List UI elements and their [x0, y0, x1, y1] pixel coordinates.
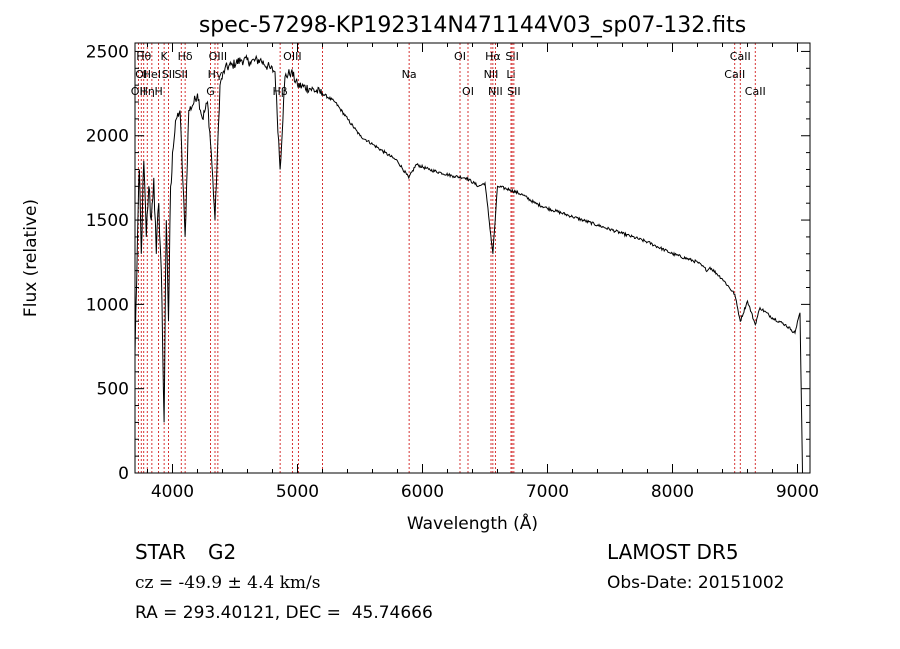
- redshift-velocity: cz = -49.9 ± 4.4 km/s: [135, 573, 321, 593]
- line-marker-label: CaII: [724, 68, 745, 81]
- y-tick-label: 2500: [86, 42, 129, 62]
- x-tick-label: 4000: [151, 482, 194, 502]
- y-tick-label: 1500: [86, 211, 129, 231]
- spectrum-line: [134, 54, 803, 474]
- plot-frame: [134, 42, 811, 474]
- line-marker-label: Li: [506, 68, 515, 81]
- line-markers: OIIOIHθHηHeIHKSIIHδSIIGHγOIIIHβOIIINaOIO…: [131, 43, 766, 473]
- x-tick-label: 6000: [401, 482, 444, 502]
- y-axis: 0 500 1000 1500 2000 2500: [86, 42, 810, 484]
- observation-date: Obs-Date: 20151002: [607, 573, 785, 593]
- line-marker-label: H: [154, 85, 162, 98]
- object-type: STAR: [135, 540, 186, 564]
- y-axis-label: Flux (relative): [21, 199, 41, 317]
- x-tick-label: 8000: [651, 482, 694, 502]
- line-marker-label: Hβ: [272, 85, 287, 98]
- x-axis: 4000 5000 6000 7000 8000 9000: [147, 43, 819, 502]
- line-marker-label: HeI: [143, 68, 161, 81]
- y-tick-label: 2000: [86, 127, 129, 147]
- line-marker-label: K: [161, 50, 169, 63]
- line-marker-label: Hδ: [178, 50, 193, 63]
- line-marker-label: SII: [175, 68, 188, 81]
- x-tick-label: 9000: [776, 482, 819, 502]
- line-marker-label: SII: [162, 68, 175, 81]
- line-marker-label: OI: [462, 85, 474, 98]
- line-marker-label: Na: [402, 68, 417, 81]
- line-marker-label: OI: [135, 68, 147, 81]
- line-marker-label: SII: [507, 85, 520, 98]
- chart-title: spec-57298-KP192314N471144V03_sp07-132.f…: [199, 13, 746, 38]
- line-marker-label: CaII: [745, 85, 766, 98]
- survey-name: LAMOST DR5: [607, 540, 739, 564]
- line-marker-label: OIII: [283, 50, 301, 63]
- line-marker-label: Hγ: [208, 68, 223, 81]
- x-tick-label: 5000: [276, 482, 319, 502]
- x-axis-label: Wavelength (Å): [407, 512, 538, 534]
- object-subclass: G2: [208, 540, 237, 564]
- y-tick-label: 0: [118, 464, 129, 484]
- line-marker-label: Hθ: [136, 50, 151, 63]
- y-tick-label: 1000: [86, 295, 129, 315]
- line-marker-label: NII: [488, 85, 503, 98]
- line-marker-label: NII: [484, 68, 499, 81]
- line-marker-label: OI: [454, 50, 466, 63]
- spectrum-series: [134, 54, 803, 474]
- line-marker-label: SII: [505, 50, 518, 63]
- line-marker-label: G: [206, 85, 215, 98]
- line-marker-label: CaII: [730, 50, 751, 63]
- x-tick-label: 7000: [526, 482, 569, 502]
- line-marker-label: Hα: [485, 50, 501, 63]
- y-tick-label: 500: [97, 380, 129, 400]
- coordinates: RA = 293.40121, DEC = 45.74666: [135, 603, 433, 623]
- line-marker-label: Hη: [140, 85, 155, 98]
- line-marker-label: OIII: [209, 50, 227, 63]
